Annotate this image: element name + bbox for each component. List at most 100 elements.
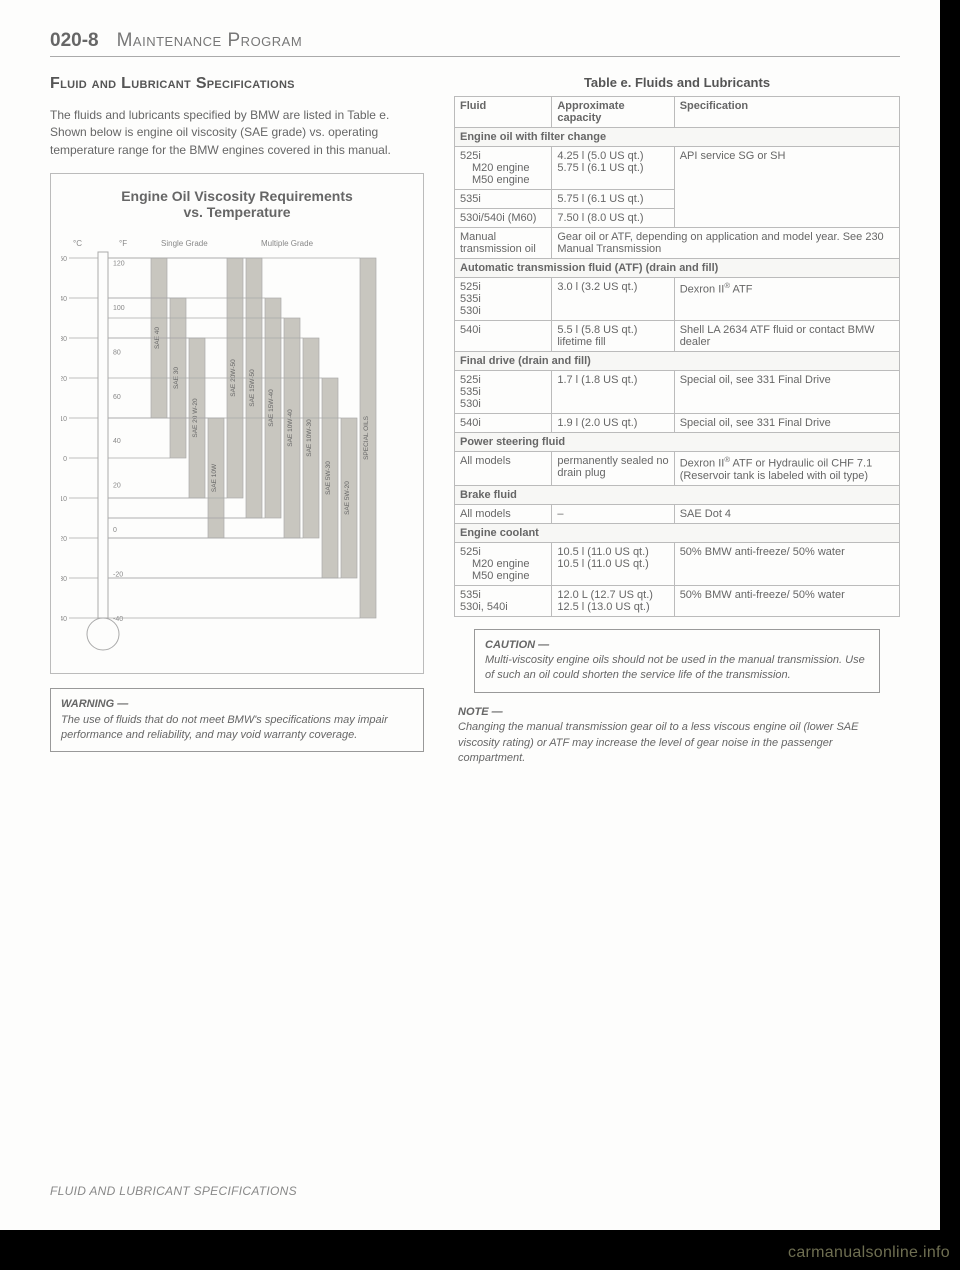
- cell-spec: 50% BMW anti-freeze/ 50% water: [674, 542, 899, 585]
- svg-text:-40: -40: [113, 616, 123, 623]
- content-columns: Fluid and Lubricant Specifications The f…: [50, 75, 900, 772]
- svg-text:20: 20: [61, 376, 67, 383]
- svg-text:0: 0: [113, 527, 117, 534]
- svg-text:°C: °C: [73, 239, 82, 248]
- svg-text:40: 40: [61, 296, 67, 303]
- warning-box: WARNING — The use of fluids that do not …: [50, 688, 424, 752]
- cell-fluid: 530i/540i (M60): [455, 209, 552, 228]
- cell-fluid: 535i530i, 540i: [455, 585, 552, 616]
- col-capacity: Approximate capacity: [552, 97, 674, 128]
- right-column: Table e. Fluids and Lubricants Fluid App…: [454, 75, 900, 772]
- cell-fluid: 525iM20 engineM50 engine: [455, 147, 552, 190]
- page-title: Maintenance Program: [117, 30, 303, 52]
- cell-fluid: All models: [455, 504, 552, 523]
- table-row: 525iM20 engineM50 engine10.5 l (11.0 US …: [455, 542, 900, 585]
- table-row: Manual transmission oilGear oil or ATF, …: [455, 228, 900, 259]
- svg-text:°F: °F: [119, 239, 127, 248]
- cell-capacity: 7.50 l (8.0 US qt.): [552, 209, 674, 228]
- svg-text:SAE 15W-50: SAE 15W-50: [249, 369, 256, 407]
- svg-text:SPECIAL OILS: SPECIAL OILS: [363, 416, 370, 460]
- table-section-row: Engine coolant: [455, 523, 900, 542]
- cell-fluid: 525iM20 engineM50 engine: [455, 542, 552, 585]
- section-title: Power steering fluid: [455, 433, 900, 452]
- svg-text:-40: -40: [61, 616, 67, 623]
- svg-text:SAE 5W-20: SAE 5W-20: [344, 481, 351, 515]
- cell-spec: API service SG or SH: [674, 147, 899, 228]
- page-header: 020-8 Maintenance Program: [50, 30, 900, 57]
- table-row: 525i535i530i1.7 l (1.8 US qt.)Special oi…: [455, 371, 900, 414]
- left-column: Fluid and Lubricant Specifications The f…: [50, 75, 424, 772]
- svg-text:0: 0: [63, 456, 67, 463]
- section-title: Final drive (drain and fill): [455, 352, 900, 371]
- svg-text:-10: -10: [61, 496, 67, 503]
- fluids-table: Fluid Approximate capacity Specification…: [454, 96, 900, 617]
- table-row: 540i5.5 l (5.8 US qt.) lifetime fillShel…: [455, 321, 900, 352]
- table-row: All models–SAE Dot 4: [455, 504, 900, 523]
- cell-capacity: –: [552, 504, 674, 523]
- watermark: carmanualsonline.info: [788, 1244, 950, 1262]
- cell-capacity: 12.0 L (12.7 US qt.)12.5 l (13.0 US qt.): [552, 585, 674, 616]
- cell-capacity: permanently sealed no drain plug: [552, 452, 674, 486]
- caution-text: Multi-viscosity engine oils should not b…: [485, 654, 865, 681]
- chart-title-line1: Engine Oil Viscosity Requirements: [121, 188, 353, 204]
- svg-text:40: 40: [113, 438, 121, 445]
- table-row: 525i535i530i3.0 l (3.2 US qt.)Dexron II®…: [455, 278, 900, 321]
- section-heading: Fluid and Lubricant Specifications: [50, 75, 424, 93]
- svg-text:120: 120: [113, 261, 125, 268]
- table-section-row: Final drive (drain and fill): [455, 352, 900, 371]
- cell-merged: Gear oil or ATF, depending on applicatio…: [552, 228, 900, 259]
- svg-text:10: 10: [61, 416, 67, 423]
- footer-text: FLUID AND LUBRICANT SPECIFICATIONS: [50, 1184, 297, 1198]
- cell-capacity: 1.7 l (1.8 US qt.): [552, 371, 674, 414]
- table-row: 535i530i, 540i12.0 L (12.7 US qt.)12.5 l…: [455, 585, 900, 616]
- svg-text:SAE 10W: SAE 10W: [211, 463, 218, 492]
- section-title: Engine coolant: [455, 523, 900, 542]
- svg-text:-20: -20: [113, 572, 123, 579]
- cell-capacity: 1.9 l (2.0 US qt.): [552, 414, 674, 433]
- svg-text:60: 60: [113, 394, 121, 401]
- svg-text:SAE 15W-40: SAE 15W-40: [268, 389, 275, 427]
- cell-fluid: 535i: [455, 190, 552, 209]
- cell-capacity: 5.5 l (5.8 US qt.) lifetime fill: [552, 321, 674, 352]
- cell-capacity: 4.25 l (5.0 US qt.)5.75 l (6.1 US qt.): [552, 147, 674, 190]
- cell-capacity: 5.75 l (6.1 US qt.): [552, 190, 674, 209]
- table-section-row: Power steering fluid: [455, 433, 900, 452]
- svg-text:80: 80: [113, 350, 121, 357]
- table-header-row: Fluid Approximate capacity Specification: [455, 97, 900, 128]
- cell-fluid: Manual transmission oil: [455, 228, 552, 259]
- cell-spec: Special oil, see 331 Final Drive: [674, 414, 899, 433]
- caution-box: CAUTION — Multi-viscosity engine oils sh…: [474, 629, 880, 693]
- col-spec: Specification: [674, 97, 899, 128]
- section-title: Engine oil with filter change: [455, 128, 900, 147]
- chart-svg-wrap: °C°FSingle GradeMultiple Grade5040302010…: [61, 228, 413, 663]
- svg-text:-20: -20: [61, 536, 67, 543]
- svg-text:SAE 10W-40: SAE 10W-40: [287, 409, 294, 447]
- cell-fluid: 525i535i530i: [455, 371, 552, 414]
- svg-text:50: 50: [61, 256, 67, 263]
- table-row: 540i1.9 l (2.0 US qt.)Special oil, see 3…: [455, 414, 900, 433]
- chart-title-line2: vs. Temperature: [183, 204, 290, 220]
- cell-fluid: 540i: [455, 414, 552, 433]
- svg-text:-30: -30: [61, 576, 67, 583]
- cell-spec: Shell LA 2634 ATF fluid or contact BMW d…: [674, 321, 899, 352]
- chart-title: Engine Oil Viscosity Requirements vs. Te…: [61, 188, 413, 220]
- viscosity-chart-box: Engine Oil Viscosity Requirements vs. Te…: [50, 173, 424, 674]
- cell-spec: Dexron II® ATF: [674, 278, 899, 321]
- intro-text: The fluids and lubricants specified by B…: [50, 107, 424, 159]
- cell-fluid: All models: [455, 452, 552, 486]
- cell-capacity: 10.5 l (11.0 US qt.)10.5 l (11.0 US qt.): [552, 542, 674, 585]
- cell-spec: SAE Dot 4: [674, 504, 899, 523]
- svg-text:30: 30: [61, 336, 67, 343]
- table-caption: Table e. Fluids and Lubricants: [454, 75, 900, 90]
- warning-text: The use of fluids that do not meet BMW's…: [61, 714, 388, 741]
- table-section-row: Engine oil with filter change: [455, 128, 900, 147]
- cell-spec: Special oil, see 331 Final Drive: [674, 371, 899, 414]
- cell-capacity: 3.0 l (3.2 US qt.): [552, 278, 674, 321]
- page-number: 020-8: [50, 30, 99, 52]
- table-row: All modelspermanently sealed no drain pl…: [455, 452, 900, 486]
- col-fluid: Fluid: [455, 97, 552, 128]
- page: 020-8 Maintenance Program Fluid and Lubr…: [0, 0, 940, 1230]
- table-section-row: Automatic transmission fluid (ATF) (drai…: [455, 259, 900, 278]
- svg-text:SAE 5W-30: SAE 5W-30: [325, 461, 332, 495]
- cell-spec: Dexron II® ATF or Hydraulic oil CHF 7.1 …: [674, 452, 899, 486]
